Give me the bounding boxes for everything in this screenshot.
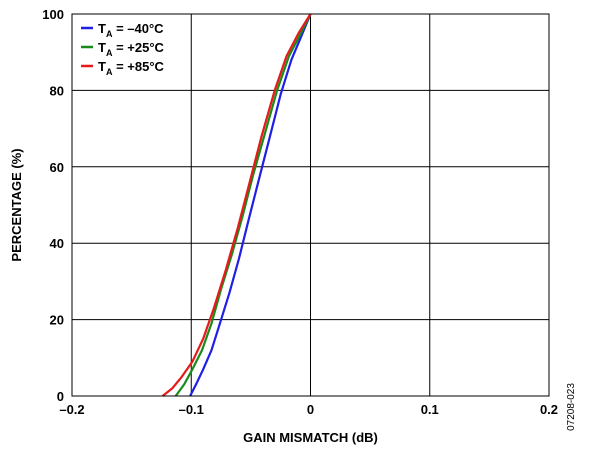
legend: TA = –40°CTA = +25°CTA = +85°C — [73, 15, 185, 77]
x-axis-label: GAIN MISMATCH (dB) — [243, 430, 378, 445]
series-lines — [161, 13, 312, 397]
series-line-2 — [174, 13, 312, 397]
y-tick-label: 80 — [50, 83, 64, 98]
y-tick-label: 40 — [50, 236, 64, 251]
y-tick-label: 60 — [50, 160, 64, 175]
x-tick-label: 0 — [307, 402, 314, 417]
series-line-3 — [161, 13, 312, 397]
plot-frame — [71, 13, 550, 397]
x-tick-label: 0.1 — [421, 402, 439, 417]
x-tick-label: –0.2 — [59, 402, 84, 417]
legend-label: TA = +85°C — [98, 59, 165, 77]
y-tick-label: 20 — [50, 313, 64, 328]
legend-label: TA = –40°C — [98, 21, 164, 39]
y-axis-label: PERCENTAGE (%) — [9, 148, 24, 261]
y-tick-labels: 0 20 40 60 80 100 — [42, 7, 64, 404]
figure-id: 07208-023 — [566, 383, 577, 431]
legend-label: TA = +25°C — [98, 40, 165, 58]
grid-lines — [72, 14, 549, 396]
series-line-1 — [189, 13, 312, 397]
y-tick-label: 0 — [57, 389, 64, 404]
x-tick-label: 0.2 — [540, 402, 558, 417]
x-tick-labels: –0.2 –0.1 0 0.1 0.2 — [59, 402, 558, 417]
y-tick-label: 100 — [42, 7, 64, 22]
x-tick-label: –0.1 — [179, 402, 204, 417]
